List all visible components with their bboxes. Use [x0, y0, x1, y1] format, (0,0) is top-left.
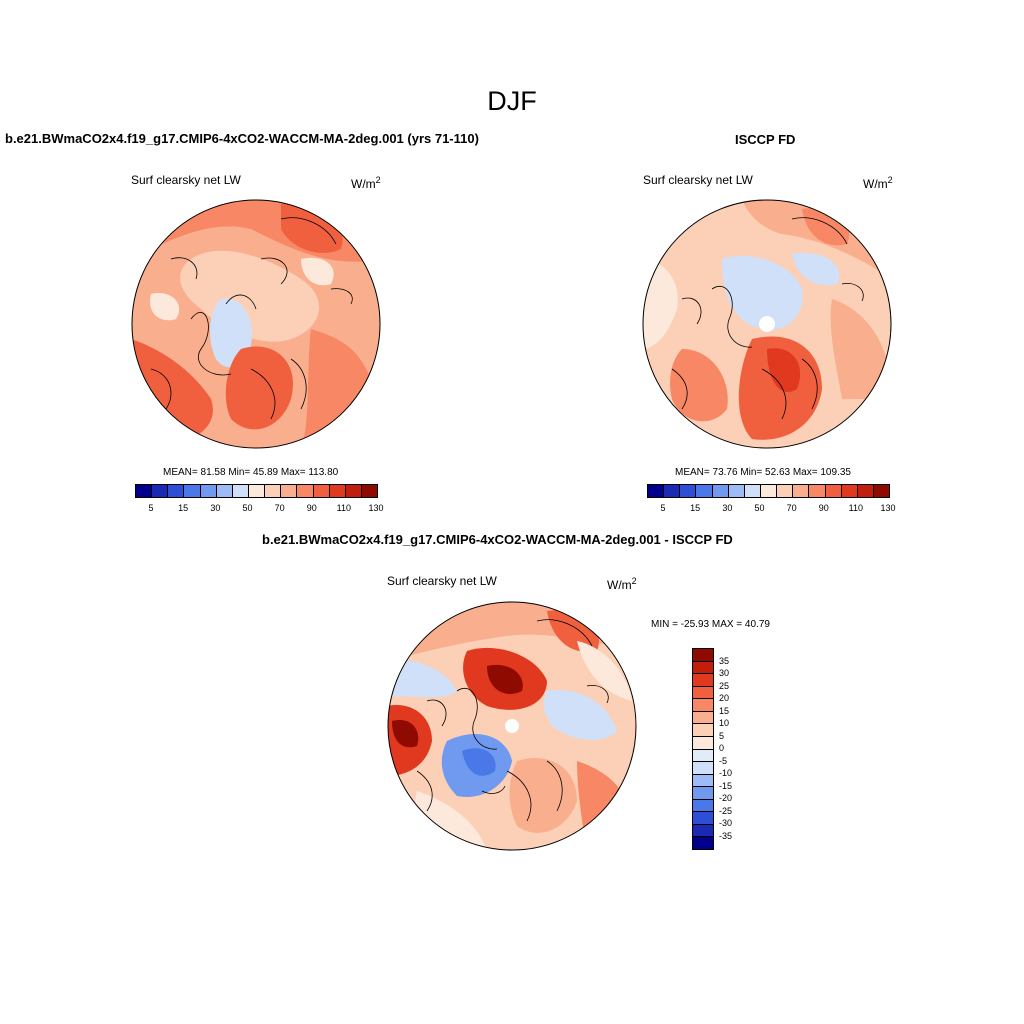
- colorbar-tick-label: -35: [719, 830, 733, 841]
- colorbar-tick-label: 5: [660, 503, 666, 513]
- colorbar-swatch: [693, 674, 713, 687]
- colorbar-swatch: [693, 749, 713, 763]
- diff-panel-title: b.e21.BWmaCO2x4.f19_g17.CMIP6-4xCO2-WACC…: [262, 532, 733, 547]
- model-panel-title: b.e21.BWmaCO2x4.f19_g17.CMIP6-4xCO2-WACC…: [5, 131, 479, 146]
- diff-units-label: W/m2: [607, 576, 637, 592]
- colorbar-tick-label: 20: [719, 693, 730, 703]
- colorbar-tick-label: 5: [719, 730, 725, 741]
- colorbar-tick-label: 15: [178, 503, 189, 513]
- colorbar-swatch: [361, 485, 378, 497]
- model-colorbar: [135, 484, 378, 498]
- model-units-label: W/m2: [351, 175, 381, 191]
- diff-polar-map: [387, 601, 637, 851]
- colorbar-swatch: [693, 837, 713, 849]
- colorbar-tick-label: 30: [210, 503, 221, 513]
- colorbar-tick-label: 30: [722, 503, 733, 513]
- colorbar-tick-label: 70: [274, 503, 285, 513]
- colorbar-tick-label: 25: [719, 680, 730, 691]
- model-stats: MEAN= 81.58 Min= 45.89 Max= 113.80: [163, 467, 339, 478]
- model-variable-label: Surf clearsky net LW: [131, 173, 241, 187]
- colorbar-swatch: [216, 485, 233, 497]
- colorbar-tick-label: 110: [336, 503, 352, 513]
- colorbar-swatch: [777, 485, 794, 497]
- colorbar-tick-label: 35: [719, 655, 730, 666]
- colorbar-swatch: [712, 485, 729, 497]
- colorbar-swatch: [168, 485, 185, 497]
- obs-units-label: W/m2: [863, 175, 893, 191]
- colorbar-swatch: [281, 485, 298, 497]
- colorbar-swatch: [329, 485, 346, 497]
- obs-colorbar: [647, 484, 890, 498]
- colorbar-swatch: [744, 485, 761, 497]
- colorbar-swatch: [693, 736, 713, 750]
- diff-colorbar: [692, 648, 714, 850]
- colorbar-swatch: [696, 485, 713, 497]
- figure-title: DJF: [487, 86, 537, 116]
- colorbar-tick-label: 50: [754, 503, 765, 513]
- colorbar-swatch: [200, 485, 217, 497]
- colorbar-tick-label: 30: [719, 668, 730, 678]
- colorbar-swatch: [841, 485, 858, 497]
- colorbar-swatch: [693, 686, 713, 700]
- colorbar-swatch: [297, 485, 314, 497]
- colorbar-swatch: [825, 485, 842, 497]
- obs-variable-label: Surf clearsky net LW: [643, 173, 753, 187]
- colorbar-swatch: [680, 485, 697, 497]
- colorbar-swatch: [313, 485, 330, 497]
- colorbar-swatch: [693, 649, 713, 662]
- colorbar-swatch: [265, 485, 282, 497]
- colorbar-swatch: [664, 485, 681, 497]
- colorbar-tick-label: 90: [306, 503, 317, 513]
- colorbar-tick-label: 15: [719, 705, 730, 716]
- colorbar-swatch: [648, 485, 665, 497]
- obs-panel-title: ISCCP FD: [735, 132, 796, 147]
- colorbar-swatch: [184, 485, 201, 497]
- colorbar-swatch: [345, 485, 362, 497]
- colorbar-tick-label: -30: [719, 818, 733, 828]
- colorbar-swatch: [693, 661, 713, 675]
- colorbar-swatch: [693, 774, 713, 788]
- colorbar-swatch: [693, 762, 713, 775]
- colorbar-tick-label: -5: [719, 755, 728, 766]
- colorbar-swatch: [693, 724, 713, 737]
- colorbar-tick-label: 130: [880, 503, 896, 513]
- colorbar-swatch: [809, 485, 826, 497]
- colorbar-tick-label: -10: [719, 768, 733, 778]
- diff-stats: MIN = -25.93 MAX = 40.79: [651, 619, 770, 630]
- colorbar-tick-label: 90: [818, 503, 829, 513]
- colorbar-swatch: [693, 711, 713, 725]
- obs-stats: MEAN= 73.76 Min= 52.63 Max= 109.35: [675, 467, 851, 478]
- obs-polar-map: [642, 199, 892, 449]
- diff-variable-label: Surf clearsky net LW: [387, 574, 497, 588]
- colorbar-swatch: [136, 485, 153, 497]
- colorbar-tick-label: 130: [368, 503, 384, 513]
- colorbar-swatch: [857, 485, 874, 497]
- colorbar-tick-label: 10: [719, 718, 730, 728]
- colorbar-swatch: [693, 799, 713, 813]
- colorbar-swatch: [728, 485, 745, 497]
- colorbar-tick-label: 0: [719, 743, 725, 753]
- colorbar-swatch: [760, 485, 778, 497]
- colorbar-swatch: [693, 699, 713, 712]
- colorbar-swatch: [693, 812, 713, 825]
- colorbar-swatch: [793, 485, 810, 497]
- colorbar-tick-label: 110: [848, 503, 864, 513]
- colorbar-swatch: [248, 485, 266, 497]
- colorbar-swatch: [232, 485, 249, 497]
- colorbar-tick-label: 15: [690, 503, 701, 513]
- colorbar-tick-label: 50: [242, 503, 253, 513]
- colorbar-tick-label: -20: [719, 793, 733, 803]
- colorbar-swatch: [693, 787, 713, 800]
- colorbar-swatch: [152, 485, 169, 497]
- diff-colorbar-labels: 35 30 25 20 15 10 5 0 -5 -10 -15 -20 -25 -30 -35: [719, 648, 759, 848]
- colorbar-tick-label: 5: [148, 503, 154, 513]
- colorbar-tick-label: -15: [719, 780, 733, 791]
- colorbar-tick-label: -25: [719, 805, 733, 816]
- colorbar-swatch: [873, 485, 890, 497]
- colorbar-tick-label: 70: [786, 503, 797, 513]
- model-polar-map: [131, 199, 381, 449]
- colorbar-swatch: [693, 824, 713, 838]
